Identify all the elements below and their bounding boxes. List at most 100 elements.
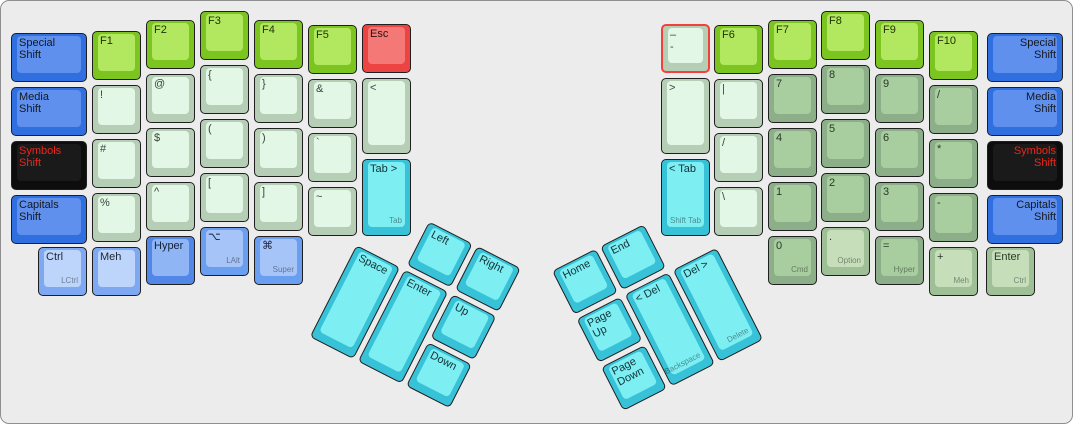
keycap-top bbox=[881, 77, 918, 114]
keycap-top bbox=[17, 198, 81, 235]
keycap-top bbox=[368, 162, 405, 227]
key-lalt[interactable]: ⌥ LAlt bbox=[200, 227, 249, 276]
key-period[interactable]: . Option bbox=[821, 227, 870, 276]
key-less-than[interactable]: < bbox=[362, 78, 411, 154]
keycap-top bbox=[881, 185, 918, 222]
keycap-top bbox=[314, 82, 351, 119]
keycap-top bbox=[827, 68, 864, 105]
key-f7[interactable]: F7 bbox=[768, 20, 817, 69]
key-capitals-shift-left[interactable]: Capitals Shift bbox=[11, 195, 87, 244]
key-eight[interactable]: 8 bbox=[821, 65, 870, 114]
key-nine[interactable]: 9 bbox=[875, 74, 924, 123]
key-f4[interactable]: F4 bbox=[254, 20, 303, 69]
key-equals[interactable]: = Hyper bbox=[875, 236, 924, 285]
key-minus[interactable]: - bbox=[929, 193, 978, 242]
key-hyper-left[interactable]: Hyper bbox=[146, 236, 195, 285]
keycap-top bbox=[667, 81, 704, 145]
keycap-top bbox=[439, 299, 490, 350]
keycap-top bbox=[368, 27, 405, 64]
key-ampersand[interactable]: & bbox=[308, 79, 357, 128]
keycap-top bbox=[881, 23, 918, 60]
keycap-top bbox=[98, 88, 135, 125]
keycap-top bbox=[260, 23, 297, 60]
key-asterisk[interactable]: * bbox=[929, 139, 978, 188]
key-pipe[interactable]: | bbox=[714, 79, 763, 128]
key-two[interactable]: 2 bbox=[821, 173, 870, 222]
key-capitals-shift-right[interactable]: Capitals Shift bbox=[987, 195, 1063, 244]
key-f9[interactable]: F9 bbox=[875, 20, 924, 69]
keycap-top bbox=[152, 77, 189, 114]
key-media-shift-right[interactable]: Media Shift bbox=[987, 87, 1063, 136]
key-f10[interactable]: F10 bbox=[929, 31, 978, 80]
key-lparen[interactable]: ( bbox=[200, 119, 249, 168]
keycap-top bbox=[98, 196, 135, 233]
key-f3[interactable]: F3 bbox=[200, 11, 249, 60]
keycap-top bbox=[774, 23, 811, 60]
keycap-top bbox=[17, 144, 81, 181]
keycap-top bbox=[720, 136, 757, 173]
key-symbols-shift-right[interactable]: Symbols Shift bbox=[987, 141, 1063, 190]
key-symbols-shift-left[interactable]: Symbols Shift bbox=[11, 141, 87, 190]
key-percent[interactable]: % bbox=[92, 193, 141, 242]
key-plus[interactable]: + Meh bbox=[929, 247, 978, 296]
keycap-top bbox=[774, 77, 811, 114]
keycap-top bbox=[774, 131, 811, 168]
keycap-top bbox=[98, 250, 135, 287]
keycap-top bbox=[152, 23, 189, 60]
key-f6[interactable]: F6 bbox=[714, 25, 763, 74]
keycap-top bbox=[935, 88, 972, 125]
keycap-top bbox=[993, 198, 1057, 235]
key-rbracket[interactable]: ] bbox=[254, 182, 303, 231]
key-zero[interactable]: 0 Cmd bbox=[768, 236, 817, 285]
keycap-top bbox=[583, 302, 633, 353]
key-super[interactable]: ⌘ Super bbox=[254, 236, 303, 285]
keycap-top bbox=[314, 28, 351, 65]
key-dash-selected[interactable]: – - bbox=[661, 24, 710, 73]
key-media-shift-left[interactable]: Media Shift bbox=[11, 87, 87, 136]
key-special-shift-right[interactable]: Special Shift bbox=[987, 33, 1063, 82]
key-seven[interactable]: 7 bbox=[768, 74, 817, 123]
keycap-top bbox=[314, 190, 351, 227]
key-dollar[interactable]: $ bbox=[146, 128, 195, 177]
key-tilde[interactable]: ~ bbox=[308, 187, 357, 236]
key-tab-right[interactable]: < Tab Shift Tab bbox=[661, 159, 710, 236]
key-at[interactable]: @ bbox=[146, 74, 195, 123]
key-rbrace[interactable]: } bbox=[254, 74, 303, 123]
key-esc[interactable]: Esc bbox=[362, 24, 411, 73]
key-special-shift-left[interactable]: Special Shift bbox=[11, 33, 87, 82]
keycap-top bbox=[827, 14, 864, 51]
key-five[interactable]: 5 bbox=[821, 119, 870, 168]
keycap-top bbox=[881, 239, 918, 276]
keycap-top bbox=[260, 239, 297, 276]
keycap-top bbox=[607, 350, 658, 401]
key-backtick[interactable]: ` bbox=[308, 133, 357, 182]
key-enter-right[interactable]: Enter Ctrl bbox=[986, 247, 1035, 296]
key-one[interactable]: 1 bbox=[768, 182, 817, 231]
key-lbracket[interactable]: [ bbox=[200, 173, 249, 222]
key-six[interactable]: 6 bbox=[875, 128, 924, 177]
key-slash[interactable]: / bbox=[714, 133, 763, 182]
key-four[interactable]: 4 bbox=[768, 128, 817, 177]
keycap-top bbox=[935, 142, 972, 179]
key-f8[interactable]: F8 bbox=[821, 11, 870, 60]
key-greater-than[interactable]: > bbox=[661, 78, 710, 154]
key-f5[interactable]: F5 bbox=[308, 25, 357, 74]
keycap-top bbox=[774, 239, 811, 276]
keycap-top bbox=[668, 28, 703, 63]
key-meh-left[interactable]: Meh bbox=[92, 247, 141, 296]
key-exclaim[interactable]: ! bbox=[92, 85, 141, 134]
keycap-top bbox=[17, 36, 81, 73]
key-backslash[interactable]: \ bbox=[714, 187, 763, 236]
key-lbrace[interactable]: { bbox=[200, 65, 249, 114]
key-rparen[interactable]: ) bbox=[254, 128, 303, 177]
key-three[interactable]: 3 bbox=[875, 182, 924, 231]
key-hash[interactable]: # bbox=[92, 139, 141, 188]
key-slash-num[interactable]: / bbox=[929, 85, 978, 134]
key-ctrl-left[interactable]: Ctrl LCtrl bbox=[38, 247, 87, 296]
keycap-top bbox=[992, 250, 1029, 287]
keycap-top bbox=[606, 229, 657, 280]
key-f2[interactable]: F2 bbox=[146, 20, 195, 69]
keycap-top bbox=[935, 250, 972, 287]
key-caret[interactable]: ^ bbox=[146, 182, 195, 231]
key-f1[interactable]: F1 bbox=[92, 31, 141, 80]
